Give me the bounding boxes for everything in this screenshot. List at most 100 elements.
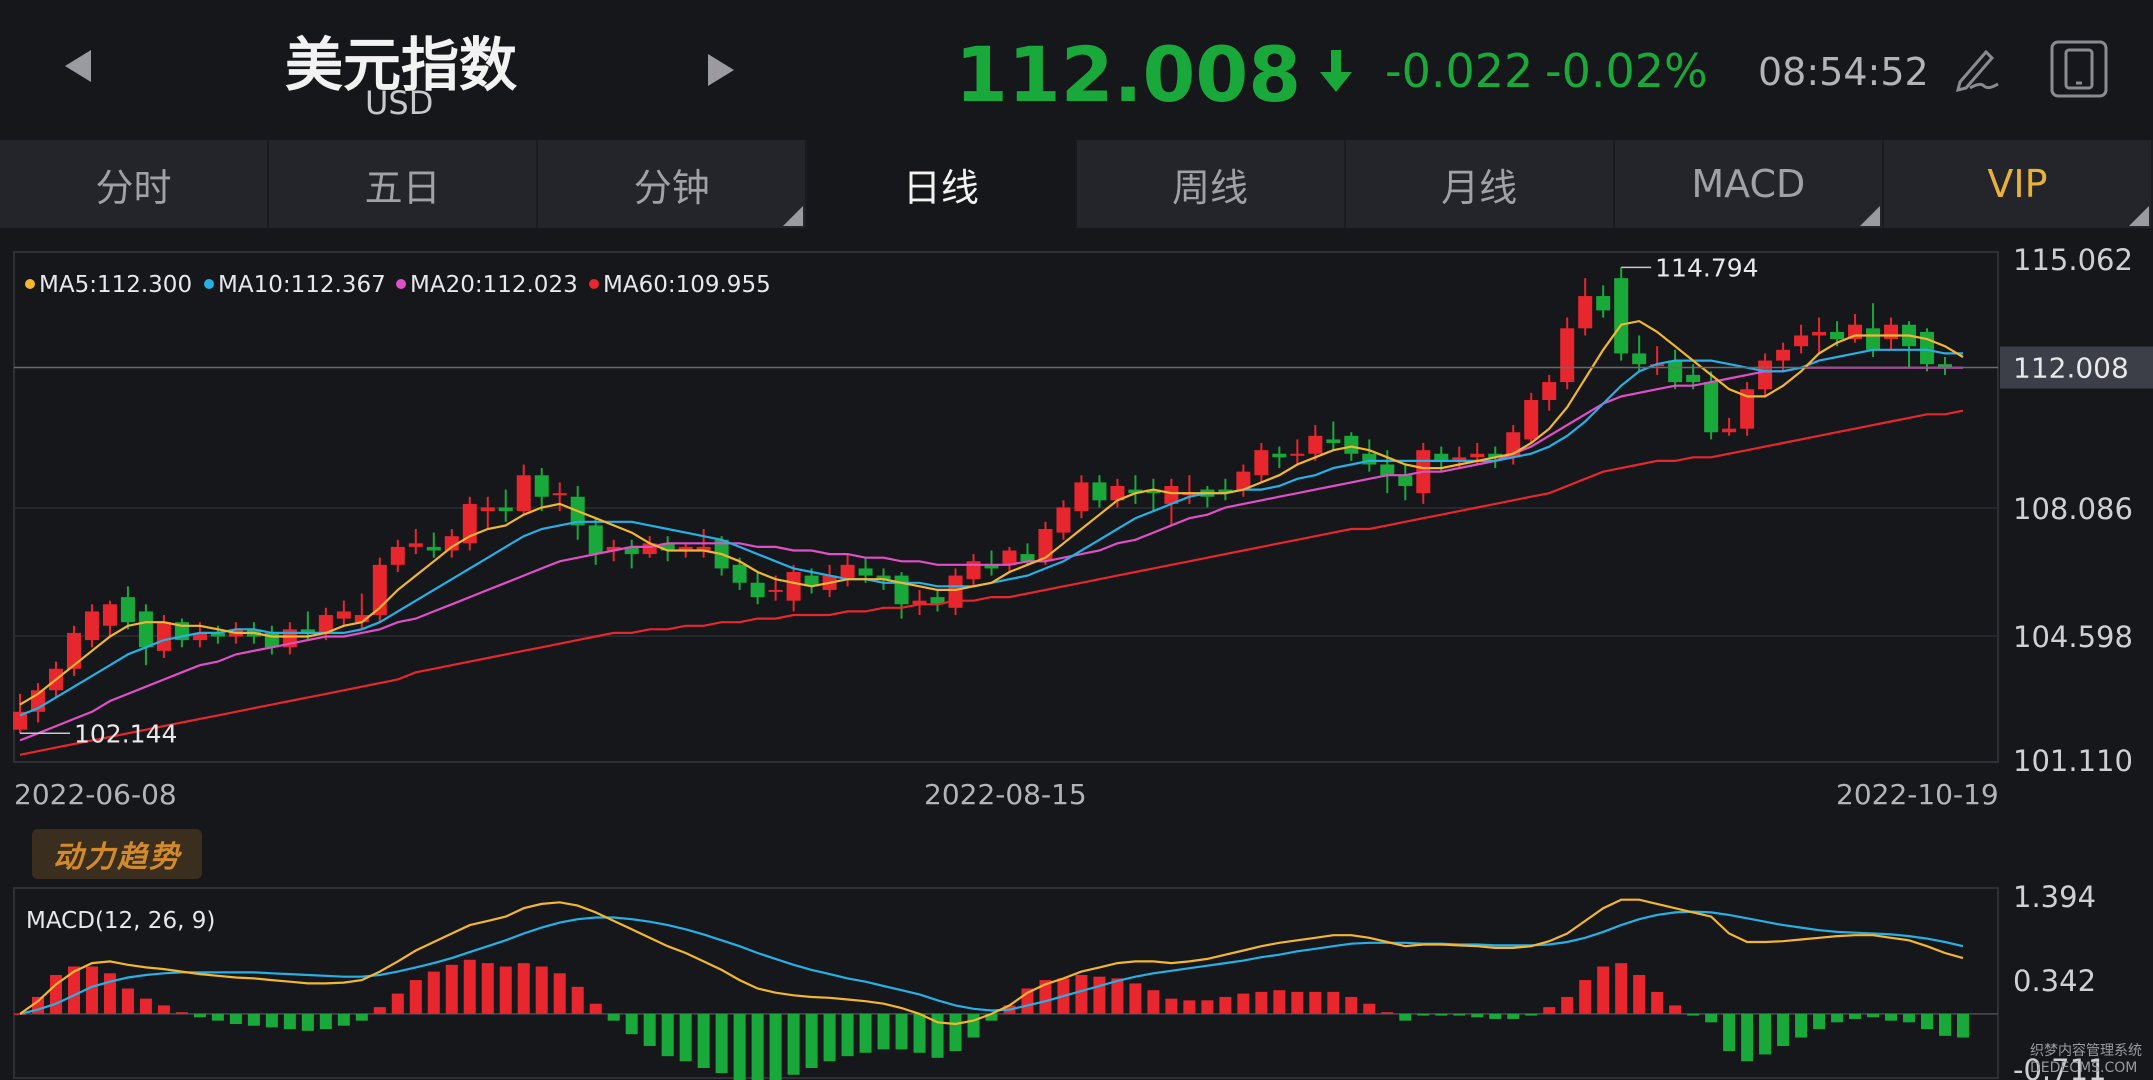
candle-body	[1794, 335, 1809, 347]
candle-body	[750, 582, 765, 598]
macd-histogram-bar	[1687, 1013, 1700, 1016]
candle-body	[1398, 475, 1413, 486]
candle-body	[1560, 328, 1575, 383]
macd-histogram-bar	[1345, 996, 1358, 1014]
candle-body	[462, 503, 477, 544]
pen-icon[interactable]	[1950, 42, 2002, 98]
ma20-legend: MA20:112.023	[410, 272, 578, 298]
macd-histogram-bar	[1651, 991, 1664, 1014]
ma-legend: MA5:112.300 MA10:112.367 MA20:112.023 MA…	[25, 272, 771, 298]
macd-histogram-bar	[211, 1013, 224, 1021]
ma60-legend-dot	[589, 279, 599, 289]
macd-panel-frame	[13, 887, 1999, 1079]
candle-body	[1146, 489, 1161, 494]
macd-histogram-bar	[967, 1013, 980, 1038]
candle-body	[480, 507, 495, 512]
candle-body	[1776, 349, 1791, 361]
macd-histogram-bar	[319, 1013, 332, 1030]
tab-monthly[interactable]: 月线	[1346, 140, 1615, 228]
candle-body	[894, 575, 909, 605]
y-tick-label: 115.062	[2013, 243, 2133, 277]
macd-histogram-bar	[823, 1013, 836, 1062]
macd-histogram-bar	[1111, 978, 1124, 1014]
candle-body	[1938, 364, 1952, 368]
price-change-percent: -0.02%	[1545, 44, 1708, 98]
tab-five-day[interactable]: 五日	[269, 140, 539, 228]
candle-body	[1740, 389, 1755, 429]
min-price-label: 102.144	[74, 719, 177, 748]
tab-weekly[interactable]: 周线	[1077, 140, 1346, 228]
macd-histogram-bar	[1435, 1013, 1448, 1016]
y-tick-label: 108.086	[2013, 492, 2133, 526]
candle-body	[624, 546, 639, 555]
candle-body	[318, 615, 333, 633]
candle-body	[1668, 360, 1683, 383]
macd-histogram-bar	[1561, 996, 1574, 1014]
macd-histogram-bar	[1327, 991, 1340, 1014]
macd-histogram-bar	[1291, 991, 1304, 1014]
candle-body	[210, 632, 225, 637]
macd-histogram-bar	[337, 1013, 350, 1026]
candle-body	[13, 711, 27, 730]
candle-body	[1758, 360, 1773, 390]
macd-histogram-bar	[751, 1013, 764, 1080]
macd-histogram-bar	[1165, 998, 1178, 1014]
candle-body	[1344, 435, 1359, 454]
corner-watermark: 织梦内容管理系统 DEDECMS.COM	[2030, 1043, 2142, 1076]
macd-histogram-bar	[427, 971, 440, 1014]
macd-histogram-bar	[643, 1013, 656, 1047]
candle-series	[13, 267, 1952, 734]
macd-histogram-bar	[1201, 1000, 1214, 1014]
macd-histogram-bar	[283, 1013, 296, 1030]
dropdown-corner-icon	[783, 206, 804, 226]
x-tick-label: 2022-06-08	[14, 778, 177, 811]
dropdown-corner-icon	[2129, 206, 2149, 226]
chevron-right-icon[interactable]	[708, 54, 734, 86]
candle-body	[1236, 471, 1251, 490]
macd-histogram-bar	[373, 1007, 386, 1014]
chevron-left-icon[interactable]	[65, 50, 91, 82]
candle-body	[1614, 278, 1629, 354]
macd-histogram-bar	[1525, 1013, 1538, 1016]
ma5-line	[19, 319, 1964, 706]
macd-histogram-bar	[481, 963, 494, 1014]
macd-series	[14, 898, 1998, 1080]
y-tick-label: 101.110	[2013, 744, 2133, 778]
candle-body	[1596, 296, 1611, 311]
candle-body	[1020, 554, 1035, 562]
macd-histogram-bar	[1039, 980, 1052, 1014]
tab-macd[interactable]: MACD	[1615, 140, 1884, 228]
tab-daily[interactable]: 日线	[807, 140, 1077, 228]
macd-histogram-bar	[1633, 974, 1646, 1014]
x-tick-label: 2022-10-19	[1836, 778, 1999, 811]
macd-histogram-bar	[1759, 1013, 1772, 1055]
tab-vip[interactable]: VIP	[1884, 140, 2153, 228]
tab-minute[interactable]: 分钟	[538, 140, 808, 228]
candle-body	[1002, 550, 1017, 565]
candle-body	[732, 564, 747, 583]
chart-area[interactable]: MA5:112.300 MA10:112.367 MA20:112.023 MA…	[0, 228, 2153, 1080]
candle-body	[1578, 296, 1593, 329]
candle-body	[84, 611, 99, 641]
macd-histogram-bar	[193, 1013, 206, 1018]
macd-histogram-bar	[1615, 963, 1628, 1014]
candle-body	[1218, 489, 1233, 494]
momentum-badge[interactable]: 动力趋势	[32, 829, 202, 879]
candle-body	[1470, 453, 1485, 458]
candle-body	[660, 543, 675, 551]
candle-body	[408, 543, 423, 547]
candle-body	[390, 546, 405, 565]
tablet-icon[interactable]	[2048, 38, 2110, 104]
macd-histogram-bar	[1471, 1013, 1484, 1018]
macd-y-tick-label: -0.711	[2013, 1053, 2107, 1080]
macd-histogram-bar	[1813, 1013, 1826, 1030]
candle-body	[948, 575, 963, 608]
macd-histogram-bar	[175, 1012, 188, 1014]
macd-histogram-bar	[715, 1013, 728, 1074]
macd-histogram-bar	[787, 1013, 800, 1075]
candle-body	[1272, 453, 1287, 458]
macd-histogram-bar	[1147, 990, 1160, 1014]
macd-histogram-bar	[499, 966, 512, 1014]
macd-histogram-bar	[841, 1013, 854, 1057]
tab-intraday[interactable]: 分时	[0, 140, 270, 228]
